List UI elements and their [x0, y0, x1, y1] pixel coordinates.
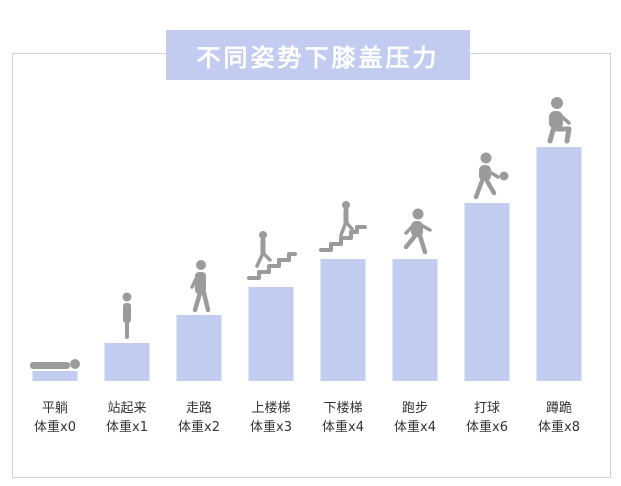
chart-title-box: 不同姿势下膝盖压力 — [166, 30, 470, 80]
value-label: 体重x1 — [106, 419, 148, 435]
walking-person-icon — [190, 260, 211, 313]
value-label: 体重x2 — [178, 419, 220, 435]
bar-下楼梯 — [320, 259, 366, 381]
bar-蹲跪 — [536, 147, 582, 381]
category-label: 站起来 — [107, 401, 146, 416]
ball-player-icon — [473, 152, 509, 200]
category-label: 下楼梯 — [323, 401, 362, 416]
bar-跑步 — [392, 259, 438, 381]
value-label: 体重x6 — [466, 419, 508, 435]
category-label: 蹲跪 — [546, 401, 572, 416]
category-label: 走路 — [186, 400, 212, 416]
category-label: 上楼梯 — [251, 401, 290, 416]
value-label: 体重x4 — [322, 419, 364, 435]
bar-打球 — [464, 203, 510, 381]
category-label: 打球 — [474, 401, 500, 416]
value-label: 体重x8 — [538, 419, 580, 435]
squatting-person-icon — [547, 97, 572, 144]
stairs-down-person-icon — [319, 201, 367, 252]
standing-person-icon — [122, 292, 132, 339]
bar-站起来 — [104, 343, 150, 381]
bar-上楼梯 — [248, 287, 294, 381]
value-label: 体重x0 — [34, 419, 76, 435]
stairs-up-person-icon — [247, 231, 297, 280]
category-label: 平躺 — [42, 400, 68, 416]
lying-person-icon — [30, 359, 80, 369]
running-person-icon — [403, 208, 432, 255]
bar-走路 — [176, 315, 222, 381]
value-label: 体重x3 — [250, 419, 292, 435]
chart-title: 不同姿势下膝盖压力 — [196, 43, 440, 72]
value-label: 体重x4 — [394, 419, 436, 435]
category-label: 跑步 — [402, 401, 428, 416]
bar-平躺 — [32, 371, 78, 381]
